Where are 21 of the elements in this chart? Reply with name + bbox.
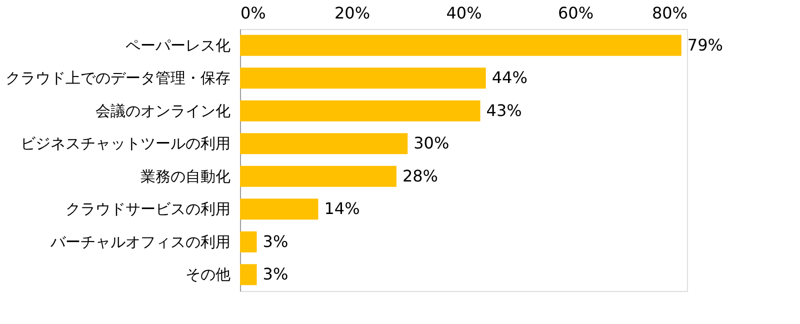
y-tick-label: ビジネスチャットツールの利用 [20, 134, 230, 153]
y-tick-label: ペーパーレス化 [126, 36, 230, 54]
y-tick-label: 会議のオンライン化 [96, 102, 230, 120]
data-label: 28% [402, 166, 438, 186]
y-tick-label: バーチャルオフィスの利用 [50, 232, 230, 251]
x-tick-label: 20% [334, 4, 370, 22]
data-label: 3% [262, 264, 288, 284]
x-tick-label: 60% [558, 4, 594, 22]
data-label: 79% [687, 35, 723, 54]
data-label: 43% [486, 100, 522, 120]
y-tick-label: 業務の自動化 [140, 167, 230, 186]
data-label: 30% [414, 134, 450, 153]
x-tick-label: 40% [446, 4, 482, 22]
x-tick-label: 80% [652, 4, 688, 22]
y-tick-label: クラウド上でのデータ管理・保存 [6, 69, 230, 88]
y-tick-label: その他 [186, 266, 230, 284]
data-label: 44% [492, 68, 528, 88]
x-tick-label: 0% [240, 4, 266, 22]
data-label: 14% [324, 199, 360, 218]
y-tick-label: クラウドサービスの利用 [66, 200, 230, 218]
data-label: 3% [262, 232, 288, 251]
